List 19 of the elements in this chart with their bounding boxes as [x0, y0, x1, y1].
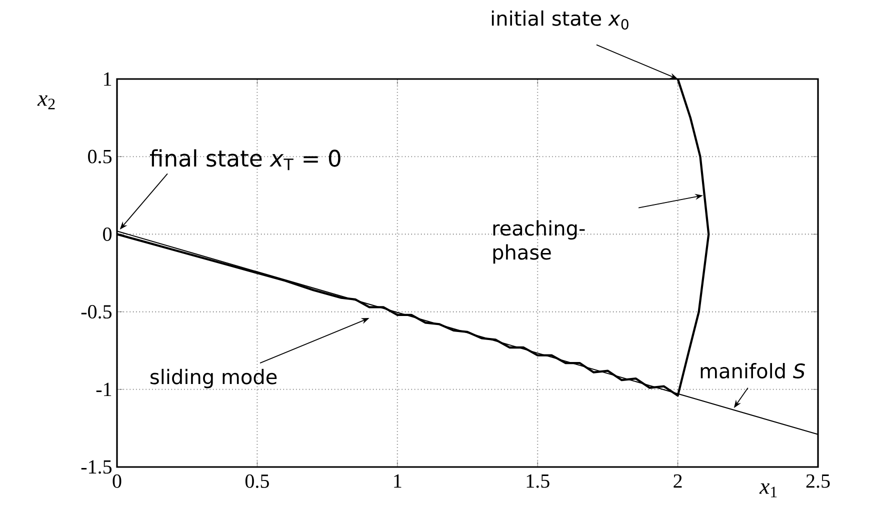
annotation: final state x$_{T}$ = 0 — [150, 149, 340, 170]
annotation: sliding mode — [150, 368, 277, 388]
x-tick-label: 0.5 — [245, 474, 269, 488]
y-tick-label: 0 — [103, 227, 112, 241]
y-tick-label: -1.5 — [81, 460, 112, 474]
y-tick-label: -1 — [96, 382, 112, 396]
x-tick-label: 2.5 — [806, 474, 830, 488]
annotation: manifold S — [700, 363, 805, 379]
y-tick-label: -0.5 — [81, 305, 112, 319]
x-tick-label: 0 — [112, 474, 122, 488]
y-tick-label: 0.5 — [88, 150, 112, 164]
x-tick-label: 2 — [674, 474, 682, 488]
x-tick-label: 1 — [394, 474, 402, 488]
annotation: initial state x$_{0}$ — [492, 10, 628, 30]
y-axis-title: x$_{2}$ — [37, 95, 55, 110]
y-tick-label: 1 — [104, 72, 112, 86]
x-tick-label: 1.5 — [526, 474, 550, 488]
annotation: reaching-phase — [493, 220, 585, 264]
x-axis-title: x$_{1}$ — [759, 483, 777, 498]
